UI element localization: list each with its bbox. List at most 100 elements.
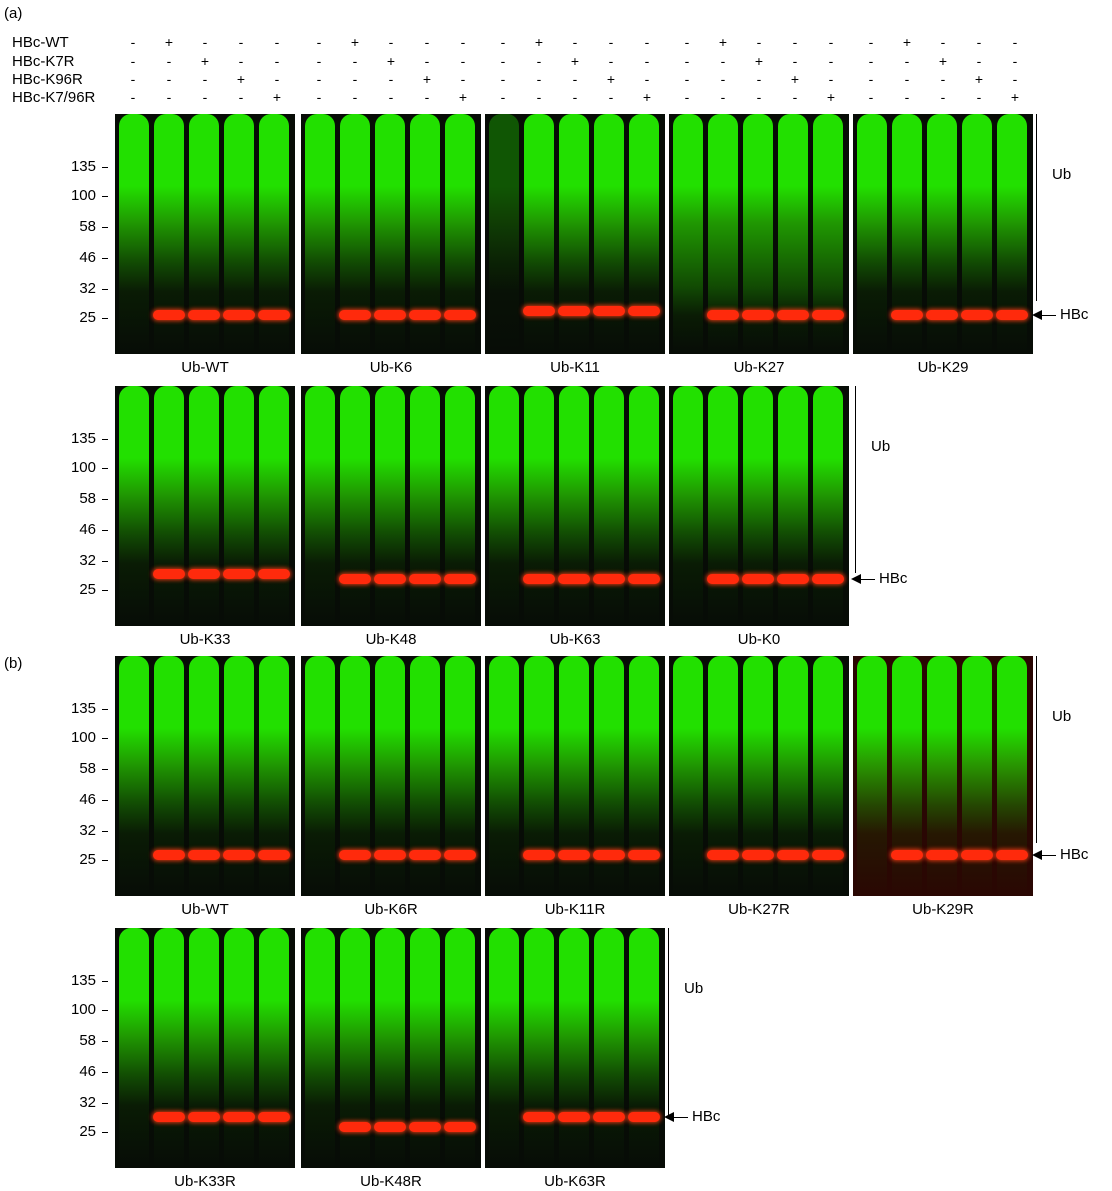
gel-lane bbox=[305, 656, 335, 896]
ub-label: Ub bbox=[1052, 707, 1072, 725]
a1-marker: 25 bbox=[79, 309, 96, 326]
gel-lane bbox=[813, 656, 843, 896]
treatment-sign: - bbox=[424, 53, 430, 69]
blot-caption: Ub-K48R bbox=[360, 1173, 422, 1190]
a2-tick bbox=[102, 590, 108, 591]
b1-tick bbox=[102, 708, 108, 710]
gel-lane bbox=[410, 656, 440, 896]
treatment-sign: + bbox=[236, 71, 246, 87]
hbc-band bbox=[223, 569, 255, 579]
gel-lane bbox=[524, 656, 554, 896]
hbc-band bbox=[523, 850, 555, 860]
hbc-band bbox=[558, 1112, 590, 1122]
gel-lane bbox=[629, 656, 659, 896]
a1-tick bbox=[102, 166, 108, 168]
blot-panel bbox=[853, 114, 1033, 354]
treatment-sign: + bbox=[938, 53, 948, 69]
gel-lane bbox=[997, 656, 1027, 896]
treatment-sign: - bbox=[976, 89, 982, 105]
gel-lane bbox=[673, 386, 703, 626]
treatment-sign: - bbox=[644, 71, 650, 87]
a2-marker: 100 bbox=[70, 458, 96, 476]
hbc-band bbox=[812, 310, 844, 320]
gel-lane bbox=[259, 386, 289, 626]
gel-lane bbox=[629, 114, 659, 354]
ub-bracket-line bbox=[1036, 656, 1037, 844]
treatment-sign: - bbox=[644, 34, 650, 50]
construct-label: HBc-K7/96R bbox=[12, 89, 96, 106]
treatment-sign: - bbox=[976, 53, 982, 69]
hbc-band bbox=[258, 310, 290, 320]
treatment-sign: + bbox=[200, 53, 210, 69]
b2-tick bbox=[102, 1040, 108, 1042]
gel-lane bbox=[340, 928, 370, 1168]
a2-tick bbox=[102, 467, 108, 469]
gel-lane bbox=[410, 386, 440, 626]
gel-lane bbox=[119, 114, 149, 354]
gel-lane bbox=[489, 656, 519, 896]
hbc-band bbox=[742, 310, 774, 320]
hbc-band bbox=[812, 850, 844, 860]
b1-marker: 46 bbox=[79, 791, 96, 808]
gel-lane bbox=[189, 928, 219, 1168]
treatment-sign: - bbox=[424, 34, 430, 50]
hbc-band bbox=[444, 574, 476, 584]
b1-marker: 100 bbox=[70, 728, 96, 746]
gel-lane bbox=[559, 928, 589, 1168]
hbc-label: HBc bbox=[879, 570, 908, 587]
hbc-band bbox=[777, 310, 809, 320]
hbc-band bbox=[996, 850, 1028, 860]
blot-caption: Ub-K27R bbox=[728, 901, 790, 918]
a2-tick bbox=[102, 561, 108, 563]
treatment-sign: - bbox=[904, 71, 910, 87]
gel-lane bbox=[340, 656, 370, 896]
ub-bracket-line bbox=[668, 928, 669, 1116]
arrowhead bbox=[851, 574, 861, 584]
gel-lane bbox=[524, 114, 554, 354]
a2-tick bbox=[102, 530, 108, 531]
blot-caption: Ub-K27 bbox=[733, 359, 785, 376]
hbc-band bbox=[523, 574, 555, 584]
hbc-band bbox=[153, 310, 185, 320]
a2-tick bbox=[102, 438, 108, 440]
treatment-sign: + bbox=[570, 53, 580, 69]
blot-caption: Ub-K48 bbox=[365, 631, 417, 648]
treatment-sign: + bbox=[974, 71, 984, 87]
treatment-sign: - bbox=[202, 71, 208, 87]
a1-marker: 135 bbox=[70, 157, 96, 175]
b2-tick bbox=[102, 1132, 108, 1133]
gel-lane bbox=[559, 656, 589, 896]
blot-panel bbox=[485, 114, 665, 354]
gel-lane bbox=[892, 656, 922, 896]
treatment-sign: - bbox=[500, 89, 506, 105]
treatment-sign: - bbox=[792, 53, 798, 69]
gel-lane bbox=[629, 928, 659, 1168]
treatment-sign: - bbox=[274, 53, 280, 69]
hbc-band bbox=[558, 850, 590, 860]
hbc-band bbox=[258, 569, 290, 579]
gel-lane bbox=[489, 928, 519, 1168]
treatment-sign: - bbox=[536, 89, 542, 105]
hbc-band bbox=[409, 310, 441, 320]
hbc-band bbox=[444, 850, 476, 860]
treatment-sign: - bbox=[500, 34, 506, 50]
gel-lane bbox=[340, 386, 370, 626]
a2-marker: 25 bbox=[79, 581, 96, 598]
treatment-sign: - bbox=[720, 53, 726, 69]
gel-lane bbox=[594, 656, 624, 896]
treatment-sign: - bbox=[940, 71, 946, 87]
a1-tick bbox=[102, 195, 108, 197]
gel-lane bbox=[445, 656, 475, 896]
gel-lane bbox=[375, 386, 405, 626]
ub-label: Ub bbox=[1052, 165, 1072, 183]
gel-lane bbox=[629, 386, 659, 626]
treatment-sign: - bbox=[828, 71, 834, 87]
treatment-sign: - bbox=[572, 71, 578, 87]
hbc-band bbox=[891, 850, 923, 860]
treatment-sign: - bbox=[572, 89, 578, 105]
treatment-sign: - bbox=[202, 89, 208, 105]
b1-marker: 58 bbox=[79, 759, 96, 777]
a1-tick bbox=[102, 258, 108, 259]
a1-marker: 100 bbox=[70, 186, 96, 204]
treatment-sign: - bbox=[130, 34, 136, 50]
